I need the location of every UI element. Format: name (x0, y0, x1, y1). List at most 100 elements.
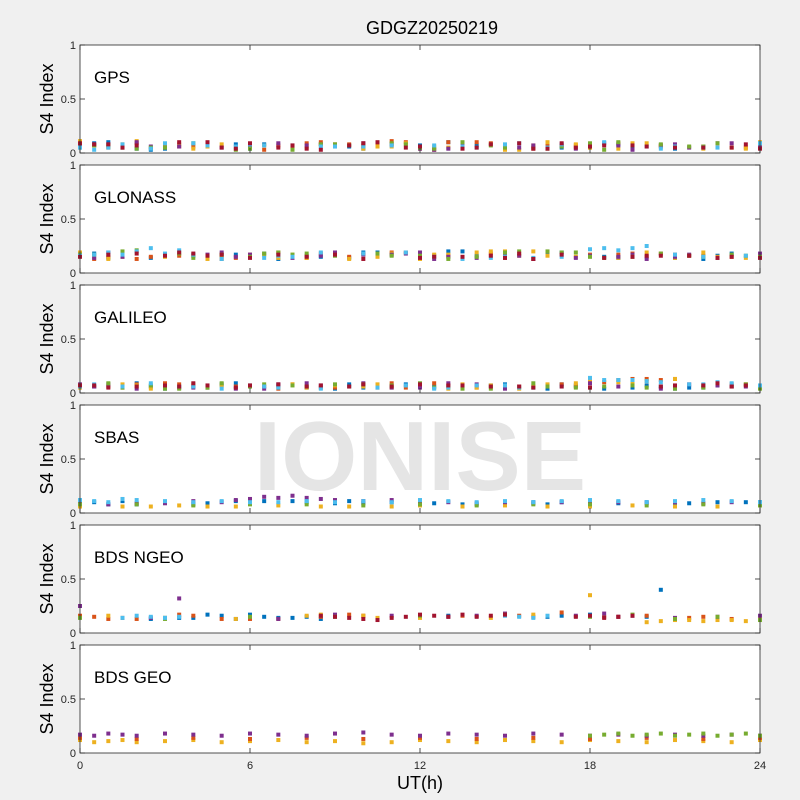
panel-5-y-axis-label: S4 Index (37, 663, 57, 734)
panel-4-series-6-point-17 (616, 614, 621, 619)
panel-4-series-6-point-1 (333, 614, 337, 619)
panel-3-series-1-point-2 (148, 504, 153, 509)
panel-4-series-6-point-16 (602, 615, 607, 620)
panel-2-series-6-point-12 (318, 383, 323, 388)
panel-0-series-2-point-27 (616, 146, 621, 151)
panel-0-series-6-point-21 (488, 142, 493, 147)
panel-4-series-0-point-4 (205, 612, 210, 617)
panel-4-series-2-point-7 (418, 615, 422, 620)
panel-5-series-0-point-11 (333, 739, 337, 744)
panel-4-series-5-point-0 (120, 615, 125, 620)
panel-2-series-2-point-23 (616, 380, 621, 385)
panel-1-series-5-point-2 (106, 250, 111, 255)
panel-4-series-2-point-11 (644, 620, 649, 625)
panel-1-series-4-point-9 (262, 251, 267, 256)
panel-1-series-3-point-8 (248, 252, 252, 257)
panel-2-series-0-point-13 (347, 382, 352, 387)
panel-0-series-6-point-30 (644, 144, 649, 149)
panel-0-series-2-point-14 (361, 146, 366, 151)
panel-4-series-6-point-10 (460, 612, 465, 617)
panel-2-series-5-point-6 (219, 386, 224, 391)
panel-3-series-4-point-14 (418, 498, 422, 503)
panel-3-series-1-point-9 (389, 504, 394, 509)
panel-4-series-0-point-8 (262, 614, 267, 619)
panel-2-series-6-point-5 (177, 384, 182, 389)
panel-0-series-6-point-24 (545, 146, 550, 151)
panel-4-series-6-point-8 (432, 613, 437, 618)
panel-2-series-4-point-21 (573, 385, 578, 390)
panel-1-series-5-point-24 (616, 248, 621, 253)
panel-0-series-6-point-7 (219, 145, 224, 150)
panel-1-series-3-point-7 (233, 254, 238, 259)
panel-4-series-0-point-15 (559, 613, 564, 618)
panel-0-series-6-point-15 (361, 141, 366, 146)
panel-1-series-3-point-6 (219, 250, 224, 255)
panel-1-series-6-point-3 (163, 253, 167, 258)
panel-1-series-2-point-18 (474, 250, 479, 255)
panel-3-series-1-point-4 (205, 504, 210, 509)
panel-2-series-0-point-26 (630, 385, 635, 390)
panel-2-series-1-point-26 (602, 380, 607, 385)
panel-2-series-2-point-20 (545, 382, 550, 387)
panel-5-series-0-point-17 (503, 738, 507, 743)
panel-0-series-6-point-31 (673, 145, 677, 150)
panel-4-series-0-point-7 (248, 612, 252, 617)
panel-4-series-0-point-5 (219, 613, 224, 618)
panel-1-series-2-point-11 (347, 256, 352, 261)
panel-2-series-6-point-28 (729, 384, 734, 389)
panel-1-series-6-point-16 (488, 253, 493, 258)
panel-2-series-1-point-29 (644, 376, 649, 381)
panel-0-series-6-point-29 (630, 143, 635, 148)
panel-3-series-3-point-9 (588, 502, 592, 507)
panel-3-series-4-point-19 (559, 499, 564, 504)
panel-1-series-5-point-23 (602, 246, 607, 251)
panel-2-series-1-point-13 (333, 385, 337, 390)
panel-1-series-5-point-13 (318, 250, 323, 255)
panel-5-series-2-point-15 (446, 731, 451, 736)
panel-3-series-4-point-25 (729, 499, 734, 504)
panel-2-plot-area (80, 285, 760, 393)
panel-3-series-3-point-10 (644, 503, 649, 508)
panel-5-series-0-point-14 (418, 738, 422, 743)
panel-3-series-4-point-13 (389, 500, 394, 505)
panel-4-series-6-point-4 (375, 618, 380, 623)
panel-1-series-2-point-16 (446, 252, 451, 257)
panel-0-series-6-point-5 (177, 140, 182, 145)
panel-1-series-6-point-2 (134, 251, 139, 256)
panel-4-series-3-point-3 (276, 616, 281, 621)
panel-1-series-6-point-23 (644, 253, 649, 258)
panel-0-series-5-point-14 (389, 143, 394, 148)
panel-3-series-4-point-9 (276, 500, 281, 505)
panel-5-series-1-point-5 (361, 736, 366, 741)
panel-3-series-0-point-28 (673, 502, 677, 507)
panel-5-series-1-point-6 (418, 735, 422, 740)
panel-2-series-1-point-5 (163, 381, 167, 386)
panel-1-series-4-point-16 (418, 253, 422, 258)
panel-1-series-4-point-20 (517, 249, 522, 254)
panel-2: 0 0.5 1 GALILEO S4 Index (37, 280, 762, 400)
panel-1-series-5-point-4 (134, 249, 139, 254)
panel-3-series-3-point-11 (701, 502, 706, 507)
panel-2-series-1-point-16 (389, 381, 394, 386)
panel-4-series-1-point-6 (191, 613, 196, 618)
panel-2-label: GALILEO (94, 308, 167, 327)
panel-2-series-5-point-21 (616, 378, 621, 383)
panel-2-series-0-point-8 (233, 381, 238, 386)
panel-5-series-0-point-9 (276, 738, 281, 743)
panel-0-series-6-point-20 (474, 145, 479, 150)
panel-2-series-2-point-16 (474, 385, 479, 390)
panel-4-series-6-point-2 (347, 615, 352, 620)
panel-1-series-5-point-29 (743, 253, 748, 258)
panel-1-series-4-point-19 (503, 250, 507, 255)
panel-3-series-1-point-8 (347, 504, 352, 509)
panel-0-series-6-point-17 (403, 145, 408, 150)
panel-0-series-2-point-21 (503, 147, 507, 152)
panel-2-series-4-point-1 (106, 381, 111, 386)
panel-5-series-0-point-7 (219, 740, 224, 745)
panel-3-series-4-point-20 (588, 498, 592, 503)
panel-3-series-3-point-8 (531, 502, 536, 507)
panel-1-series-5-point-6 (163, 251, 167, 256)
panel-3-series-4-point-5 (163, 499, 167, 504)
panel-2-series-2-point-6 (219, 383, 224, 388)
panel-5-series-2-point-10 (304, 733, 309, 738)
